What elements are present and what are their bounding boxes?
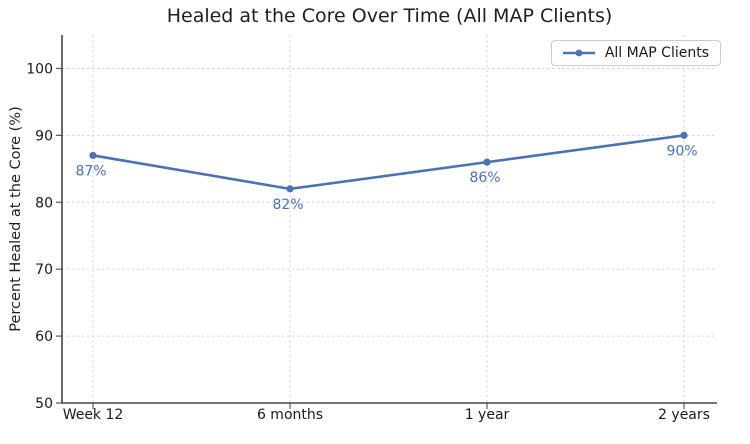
data-point-marker xyxy=(286,185,294,193)
legend-marker-sample xyxy=(575,49,583,57)
y-tick-label: 80 xyxy=(35,195,53,211)
data-point-marker xyxy=(89,151,97,160)
data-point-label: 90% xyxy=(666,143,697,159)
legend-label: All MAP Clients xyxy=(604,45,709,61)
legend-line-marker-icon xyxy=(562,49,595,57)
legend: All MAP Clients xyxy=(550,40,721,66)
data-point-marker xyxy=(680,131,688,139)
y-tick-label: 60 xyxy=(35,329,53,345)
y-tick-label: 90 xyxy=(35,128,53,144)
data-point-label: 87% xyxy=(75,163,106,179)
data-point-label: 86% xyxy=(469,170,500,186)
data-point-marker xyxy=(483,158,491,166)
y-tick-label: 100 xyxy=(26,61,53,77)
x-tick-label: Week 12 xyxy=(63,407,124,423)
x-tick-label: 6 months xyxy=(257,407,323,423)
x-tick-label: 1 year xyxy=(465,407,510,423)
x-tick-label: 2 years xyxy=(658,407,710,423)
chart-title: Healed at the Core Over Time (All MAP Cl… xyxy=(166,5,613,27)
data-point-label: 82% xyxy=(272,197,303,213)
data-line xyxy=(91,134,686,191)
y-tick-label: 50 xyxy=(35,396,53,412)
y-tick-label: 70 xyxy=(35,262,53,278)
